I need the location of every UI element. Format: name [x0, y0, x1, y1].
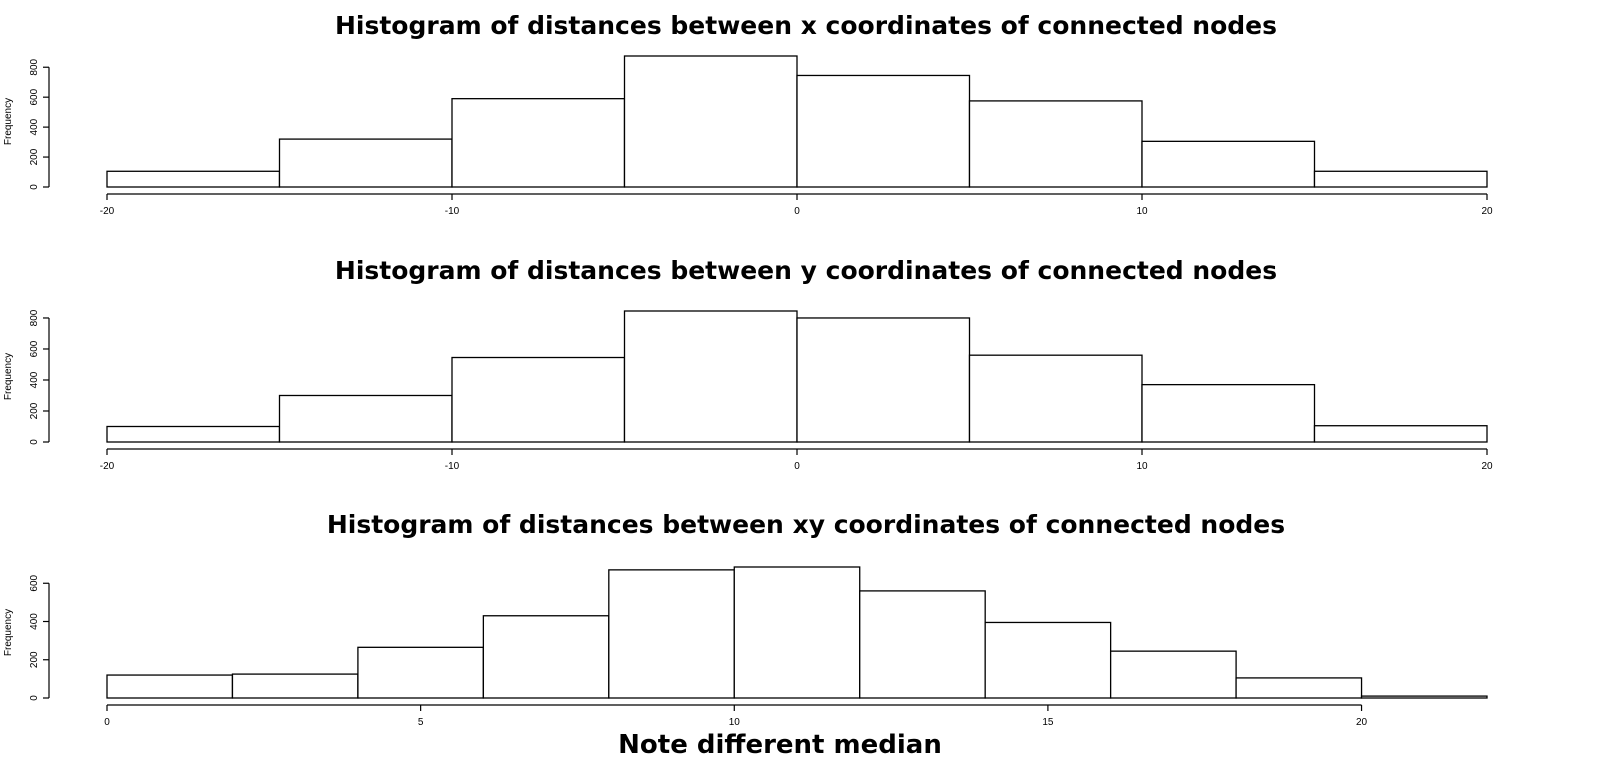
- y-axis-label: Frequency: [3, 353, 14, 400]
- y-tick-label: 400: [29, 118, 40, 135]
- y-tick-label: 600: [29, 574, 40, 591]
- histogram-bar: [357, 646, 485, 699]
- x-tick-label: 10: [1136, 206, 1148, 217]
- chart-title: Histogram of distances between xy coordi…: [327, 510, 1285, 539]
- histogram-bar: [623, 55, 798, 188]
- y-tick-label: 400: [29, 371, 40, 388]
- x-tick-label: 20: [1356, 717, 1368, 728]
- histogram-bar: [106, 425, 281, 443]
- note-text: Note different median: [618, 730, 942, 760]
- y-tick-label: 800: [29, 58, 40, 75]
- x-tick-label: -10: [445, 206, 460, 217]
- y-axis-label: Frequency: [3, 98, 14, 145]
- histogram-bar: [1313, 425, 1488, 443]
- x-tick-label: 10: [1136, 461, 1148, 472]
- histogram-bar: [968, 354, 1143, 443]
- histogram-bar: [968, 100, 1143, 188]
- histogram-bar: [231, 673, 359, 699]
- histogram-bar: [1141, 383, 1316, 443]
- x-tick-label: -10: [445, 461, 460, 472]
- y-tick-label: 200: [29, 651, 40, 668]
- histogram-bar: [608, 569, 735, 699]
- histogram-bar: [1313, 170, 1488, 188]
- histogram-bar: [451, 98, 626, 188]
- histogram-bar: [451, 356, 626, 443]
- x-tick-label: 0: [104, 717, 110, 728]
- histogram-bar: [1235, 677, 1363, 699]
- chart-title: Histogram of distances between y coordin…: [335, 256, 1277, 285]
- y-tick-label: 200: [29, 148, 40, 165]
- histogram-bar: [1141, 140, 1316, 188]
- histogram-bar: [106, 674, 234, 699]
- histogram-bar: [623, 310, 798, 443]
- histogram-bar: [984, 621, 1112, 699]
- histogram-bar: [733, 566, 861, 699]
- histogram-bar: [796, 317, 971, 443]
- x-tick-label: 5: [418, 717, 424, 728]
- histogram-bar: [796, 74, 971, 188]
- y-tick-label: 400: [29, 613, 40, 630]
- x-tick-label: -20: [100, 206, 115, 217]
- y-tick-label: 0: [29, 184, 40, 190]
- histogram-bar: [482, 615, 610, 699]
- y-tick-label: 200: [29, 402, 40, 419]
- y-tick-label: 600: [29, 88, 40, 105]
- histogram-bar: [278, 138, 453, 188]
- histogram-bar: [278, 394, 453, 443]
- x-tick-label: 15: [1042, 717, 1054, 728]
- x-tick-label: 0: [794, 206, 800, 217]
- y-tick-label: 0: [29, 695, 40, 701]
- y-tick-label: 0: [29, 439, 40, 445]
- x-tick-label: 10: [729, 717, 741, 728]
- histogram-bar: [1109, 650, 1237, 699]
- chart-title: Histogram of distances between x coordin…: [335, 11, 1277, 40]
- x-tick-label: 0: [794, 461, 800, 472]
- histogram-bar: [859, 590, 986, 699]
- x-tick-label: 20: [1481, 206, 1493, 217]
- histogram-bar: [1360, 695, 1488, 699]
- x-tick-label: -20: [100, 461, 115, 472]
- y-tick-label: 800: [29, 309, 40, 326]
- histogram-bar: [106, 170, 281, 188]
- x-tick-label: 20: [1481, 461, 1493, 472]
- y-axis-label: Frequency: [3, 609, 14, 656]
- y-tick-label: 600: [29, 340, 40, 357]
